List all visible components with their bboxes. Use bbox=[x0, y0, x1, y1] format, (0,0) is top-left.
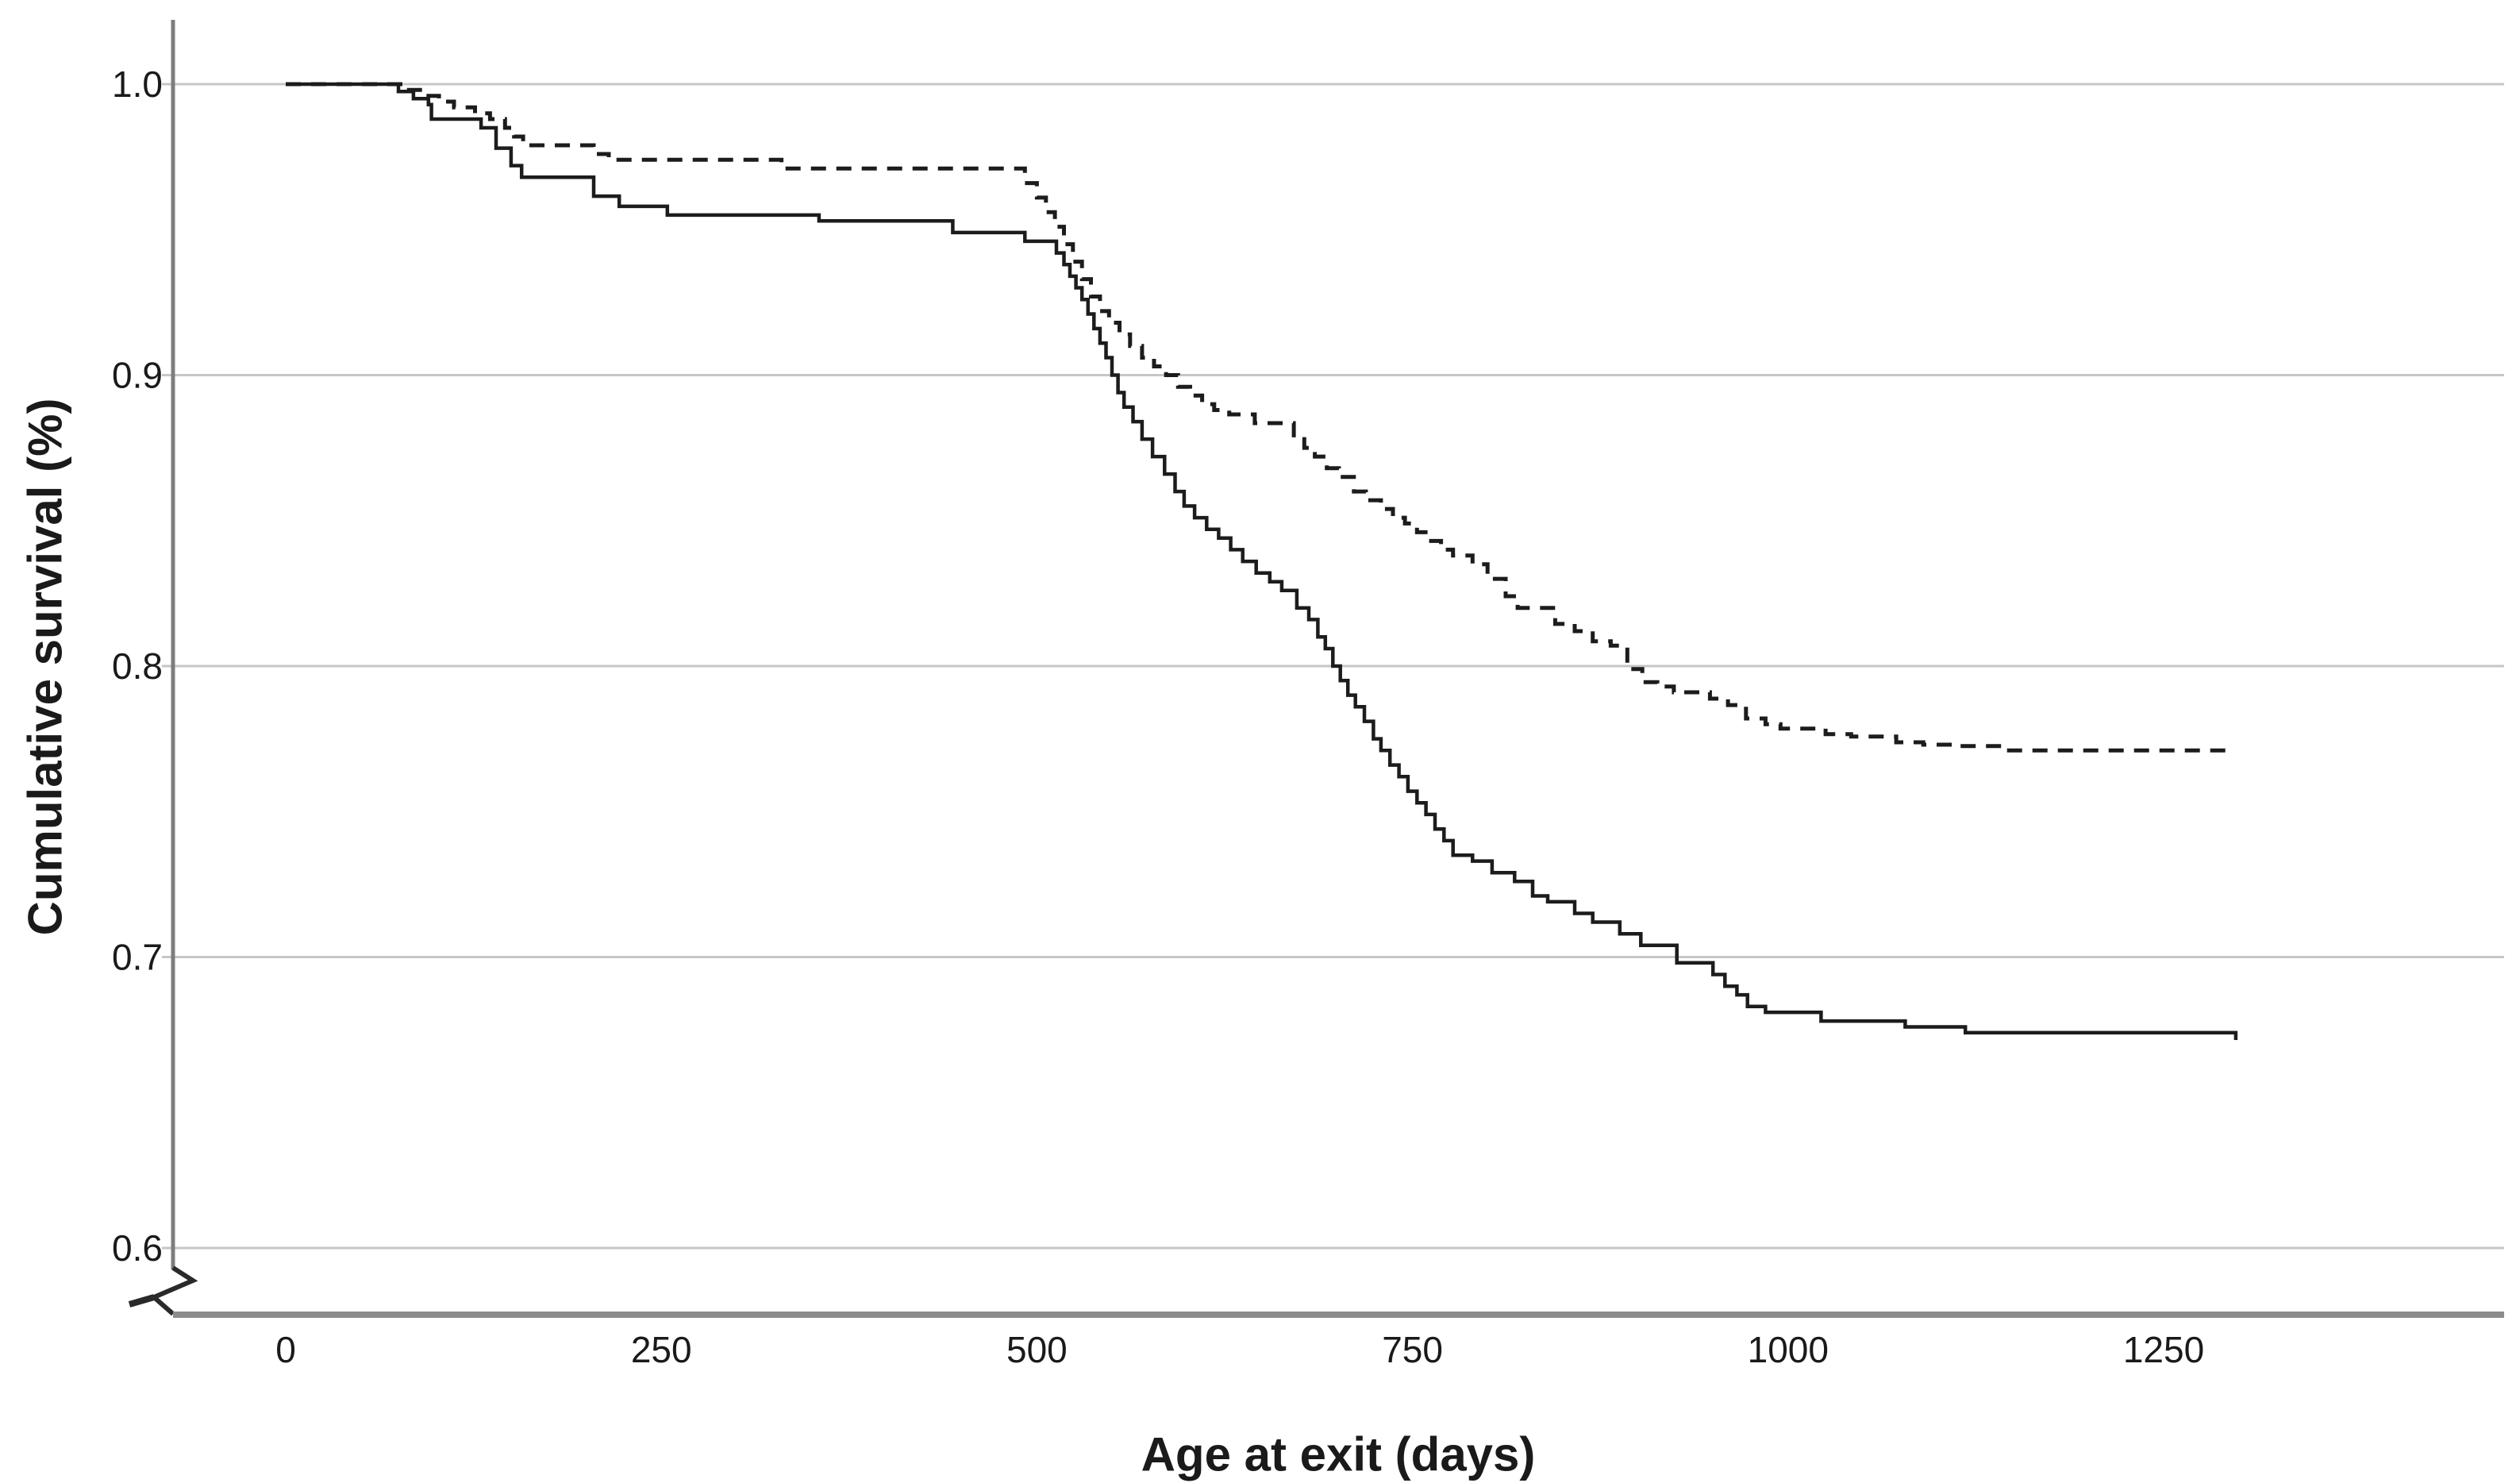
x-tick-label: 1000 bbox=[1748, 1329, 1829, 1370]
y-tick-label: 0.8 bbox=[112, 645, 163, 687]
x-tick-label: 1250 bbox=[2123, 1329, 2204, 1370]
x-tick-label: 250 bbox=[631, 1329, 692, 1370]
x-tick-label: 0 bbox=[275, 1329, 296, 1370]
series-solid-path bbox=[286, 82, 2238, 1040]
series-dashed-path bbox=[286, 82, 2232, 753]
x-axis-title: Age at exit (days) bbox=[1141, 1427, 1536, 1481]
y-axis-title: Cumulative survival (%) bbox=[18, 398, 72, 936]
y-axis-break-icon bbox=[149, 1265, 198, 1316]
y-tick-label: 0.6 bbox=[112, 1227, 163, 1269]
y-tick-label: 0.9 bbox=[112, 355, 163, 396]
y-axis-break-tail-icon bbox=[128, 1294, 156, 1308]
x-tick-label: 500 bbox=[1006, 1329, 1068, 1370]
x-tick-label: 750 bbox=[1382, 1329, 1443, 1370]
y-tick-label: 0.7 bbox=[112, 937, 163, 978]
y-tick-label: 1.0 bbox=[112, 64, 163, 105]
